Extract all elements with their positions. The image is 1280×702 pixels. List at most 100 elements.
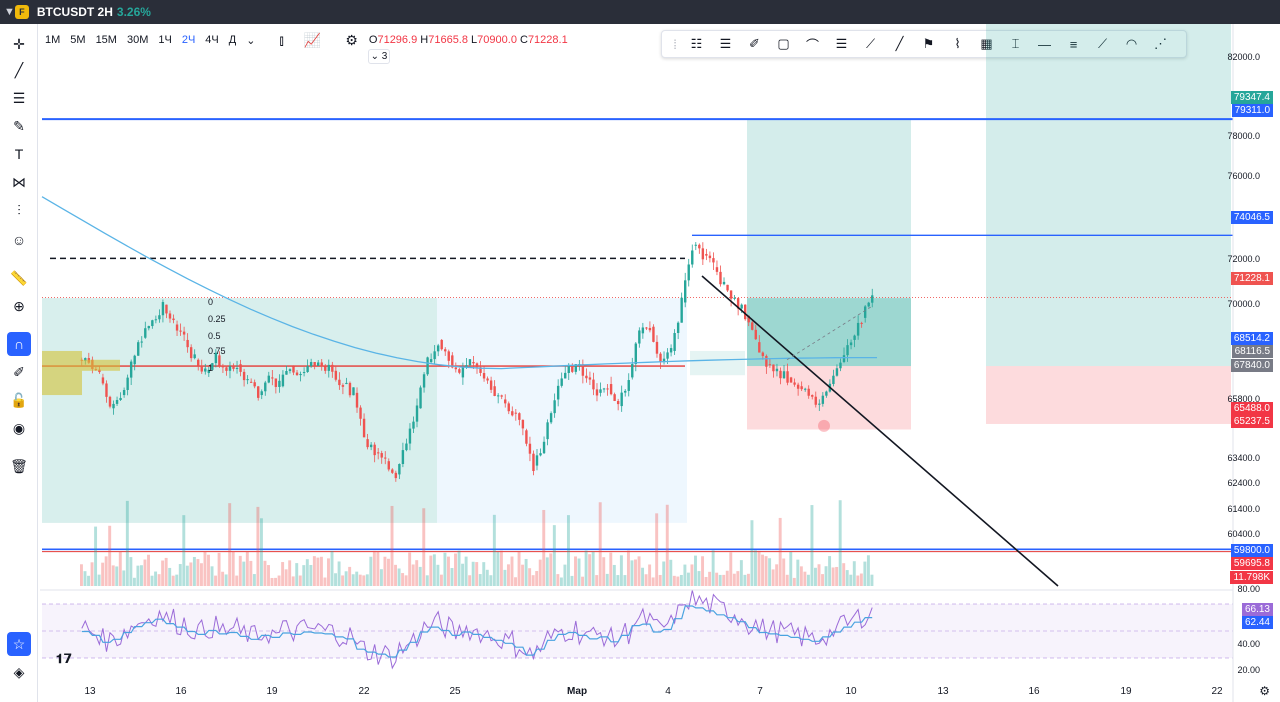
flag-icon[interactable]: ⚑ (922, 36, 935, 51)
candle-body (599, 389, 602, 393)
volume-bar (327, 558, 330, 586)
volume-bar (683, 564, 687, 586)
descending-trendline (701, 275, 1059, 587)
tf-1d[interactable]: Д (228, 34, 237, 46)
tf-1h[interactable]: 1Ч (158, 34, 172, 46)
pitchfork-icon[interactable]: ✐ (749, 36, 760, 51)
candle-body (588, 377, 592, 380)
price-tick: 82000.0 (1227, 52, 1260, 62)
volume-bar (746, 573, 750, 586)
indicators-icon[interactable]: 📈 (303, 31, 322, 48)
time-label: 25 (449, 686, 461, 697)
candle-body (553, 400, 556, 414)
candle-body (172, 318, 175, 321)
price-tick: 78000.0 (1227, 131, 1260, 141)
volume-bar (563, 564, 567, 586)
candle-body (754, 329, 757, 340)
arc-icon[interactable]: ◠ (1125, 36, 1138, 51)
trendline-icon[interactable]: ╱ (14, 61, 24, 78)
emoji-icon[interactable]: ☺ (11, 232, 27, 248)
brush-icon[interactable]: ✎ (13, 117, 25, 134)
tf-4h[interactable]: 4Ч (205, 34, 219, 46)
watchlist-star-icon[interactable]: ☆ (7, 632, 31, 656)
candle-body (521, 419, 525, 429)
chart-area[interactable]: 0 0.25 0.5 0.75 1 (40, 24, 1280, 702)
drag-handle-icon[interactable]: ⁞ (673, 36, 677, 52)
path-icon[interactable]: ⌇ (954, 36, 961, 51)
tf-1m[interactable]: 1M (45, 34, 61, 46)
parallel-channel-icon[interactable]: ☷ (690, 36, 703, 51)
pattern-icon[interactable]: ⋈ (12, 173, 26, 190)
curve-icon[interactable]: ⌒ (805, 37, 819, 53)
fib-retrace-icon[interactable]: ☰ (835, 36, 848, 51)
settings-gear-icon[interactable]: ⚙ (345, 31, 358, 48)
time-label: 22 (1211, 686, 1223, 697)
layers-icon[interactable]: ◈ (13, 663, 25, 680)
volume-bar (503, 569, 507, 586)
brush-line-icon[interactable]: ⟋ (1097, 36, 1108, 51)
rsi-ma-line (81, 605, 873, 658)
candle-body (299, 373, 302, 376)
indicators-collapse-button[interactable]: ⌄ 3 (368, 49, 390, 64)
candle-body (867, 302, 870, 307)
volume-bar (648, 564, 652, 586)
lock-icon[interactable]: 🔓 (10, 391, 28, 408)
magnet-icon[interactable]: ∩ (7, 332, 31, 356)
candle-body (585, 375, 588, 379)
auto-scale-settings-icon[interactable]: ⚙ (1259, 684, 1270, 698)
candle-body (334, 370, 338, 380)
trash-icon[interactable]: 🗑 (10, 457, 28, 474)
app-menu-icon[interactable]: ▼ (4, 6, 15, 18)
candle-body (235, 367, 239, 369)
candle-body (454, 367, 458, 370)
candle-body (800, 386, 803, 390)
ray-icon[interactable]: ⟋ (865, 36, 876, 51)
volume-bar (199, 563, 203, 586)
grid-icon[interactable]: ▦ (980, 36, 993, 51)
candle-body (327, 364, 330, 371)
polyline-icon[interactable]: ⋰ (1154, 36, 1167, 51)
fib-fan-icon[interactable]: ≡ (1069, 36, 1078, 52)
date-range-icon[interactable]: ⌶ (1011, 36, 1020, 51)
volume-bar (182, 515, 186, 586)
volume-bar (736, 571, 740, 586)
candle-body (271, 377, 274, 379)
symbol-title[interactable]: BTCUSDT 2H (36, 5, 113, 19)
volume-bar (598, 502, 602, 586)
line-icon[interactable]: ╱ (895, 36, 904, 51)
volume-bar (249, 560, 253, 586)
tf-2h[interactable]: 2Ч (181, 34, 196, 46)
candle-body (186, 339, 189, 348)
regression-icon[interactable]: ☰ (719, 36, 732, 51)
hline-icon[interactable]: — (1038, 36, 1051, 52)
volume-bar (189, 562, 193, 586)
zoom-icon[interactable]: ⊕ (13, 297, 25, 314)
zone-blue-mid (437, 298, 687, 523)
volume-bar (686, 572, 690, 586)
candle-body (592, 379, 595, 390)
candle-body (546, 422, 549, 440)
crosshair-icon[interactable]: ✛ (13, 35, 25, 52)
prediction-icon[interactable]: ⫶ (17, 201, 21, 218)
volume-bar (461, 563, 465, 586)
tf-30m[interactable]: 30M (126, 34, 149, 46)
chevron-down-icon[interactable]: ⌄ (246, 34, 256, 47)
volume-bar (312, 556, 316, 586)
lock-drawings-icon[interactable]: ✐ (13, 363, 25, 380)
volume-bar (203, 551, 207, 586)
candle-body (786, 371, 789, 383)
volume-bar (870, 574, 874, 586)
tf-15m[interactable]: 15M (95, 34, 117, 46)
candle-body (313, 361, 316, 366)
price-label: 74046.5 (1230, 211, 1273, 224)
candle-body (472, 361, 475, 364)
ruler-icon[interactable]: 📏 (10, 269, 28, 286)
rectangle-icon[interactable]: ▢ (777, 36, 790, 51)
fib-icon[interactable]: ☰ (12, 89, 26, 106)
candle-body (288, 369, 292, 372)
tf-5m[interactable]: 5M (70, 34, 86, 46)
text-icon[interactable]: T (14, 146, 24, 162)
candle-type-icon[interactable]: ⫾ (279, 31, 284, 48)
candle-body (525, 430, 528, 444)
eye-icon[interactable]: ◉ (12, 419, 26, 436)
